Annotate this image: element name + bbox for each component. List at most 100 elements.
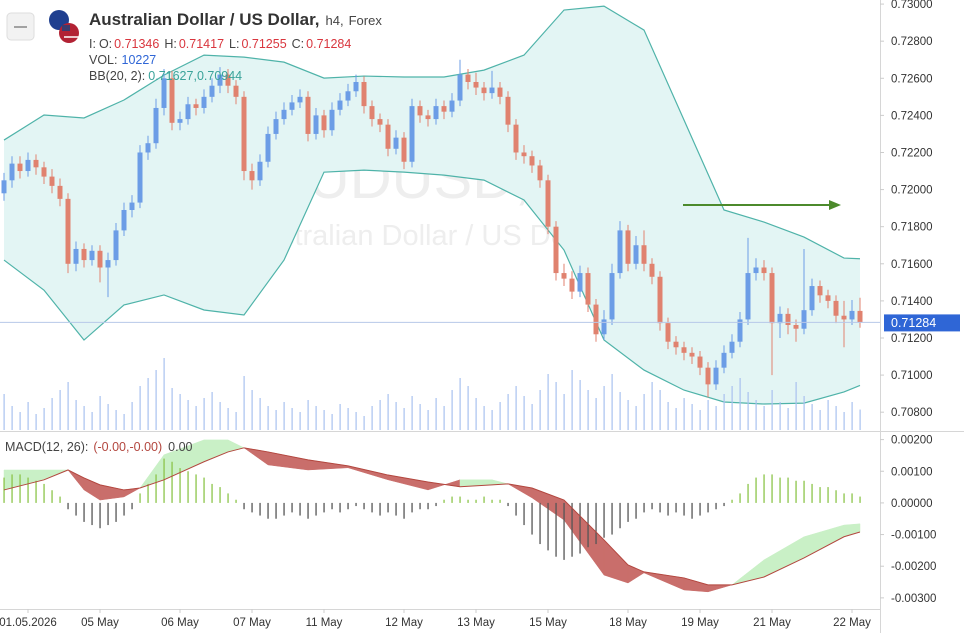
volume-bar — [115, 410, 117, 430]
volume-bar — [371, 406, 373, 430]
histogram-bar — [419, 502, 421, 510]
histogram-bar — [779, 477, 781, 503]
histogram-bar — [235, 499, 237, 503]
candle-body — [481, 87, 487, 94]
volume-bar — [395, 402, 397, 430]
volume-bar — [107, 404, 109, 430]
volume-readout: VOL: 10227 — [89, 53, 156, 67]
candle-body — [153, 107, 159, 144]
bb-readout: BB(20, 2): 0.71627,0.70944 — [89, 69, 242, 83]
volume-bar — [195, 406, 197, 430]
candle-body — [473, 81, 479, 88]
volume-bar — [651, 382, 653, 430]
histogram-bar — [587, 502, 589, 548]
volume-bar — [459, 378, 461, 430]
volume-bar — [83, 406, 85, 430]
bollinger-upper — [3, 5, 861, 260]
histogram-bar — [483, 496, 485, 503]
volume-bar — [363, 416, 365, 430]
candle-body — [457, 74, 463, 101]
histogram-bar — [227, 493, 229, 503]
y-tick-label: 0.71400 — [891, 296, 933, 308]
candle-body — [657, 276, 663, 324]
candle-body — [665, 323, 671, 342]
candle-body — [257, 161, 263, 181]
histogram-bar — [443, 499, 445, 503]
histogram-bar — [659, 502, 661, 513]
candle-body — [537, 165, 543, 181]
x-tick-label: 22 May — [833, 617, 871, 629]
histogram-bar — [411, 502, 413, 513]
candle-body — [737, 319, 743, 342]
volume-bar — [163, 358, 165, 430]
volume-bar — [403, 408, 405, 430]
candle-body — [361, 81, 367, 107]
macd-hist-value: 0.00 — [168, 440, 192, 454]
candle-body — [249, 171, 255, 181]
histogram-bar — [699, 502, 701, 516]
candle-body — [633, 245, 639, 264]
histogram-bar — [307, 502, 309, 519]
histogram-bar — [131, 502, 133, 510]
low-value: 0.71255 — [241, 37, 286, 51]
histogram-bar — [347, 502, 349, 510]
candle-body — [673, 341, 679, 348]
volume-bar — [387, 394, 389, 430]
bb-upper-value: 0.71627 — [148, 69, 193, 83]
histogram-bar — [827, 487, 829, 503]
histogram-bar — [67, 502, 69, 510]
x-tick-label: 07 May — [233, 617, 271, 629]
volume-bar — [635, 406, 637, 430]
histogram-bar — [723, 502, 725, 507]
candle-body — [593, 304, 599, 335]
histogram-bar — [115, 502, 117, 522]
histogram-bar — [763, 474, 765, 503]
candle-body — [297, 96, 303, 103]
histogram-bar — [675, 502, 677, 513]
volume-bar — [747, 392, 749, 430]
candle-body — [97, 250, 103, 268]
y-tick-label: 0.72400 — [891, 110, 933, 122]
candle-body — [433, 106, 439, 120]
volume-bar — [859, 409, 861, 430]
volume-bar — [827, 400, 829, 430]
volume-bar — [315, 406, 317, 430]
volume-bar — [259, 398, 261, 430]
candle-body — [273, 119, 279, 134]
volume-bar — [235, 412, 237, 430]
histogram-bar — [387, 502, 389, 513]
histogram-bar — [803, 480, 805, 503]
prefix: I: — [89, 37, 96, 51]
volume-bar — [283, 402, 285, 430]
volume-bar — [611, 374, 613, 430]
histogram-bar — [123, 502, 125, 516]
volume-bar — [851, 402, 853, 430]
volume-bar — [155, 370, 157, 430]
volume-bar — [331, 414, 333, 430]
bollinger-fill — [4, 6, 860, 405]
volume-bar — [99, 396, 101, 430]
histogram-bar — [579, 502, 581, 554]
histogram-bar — [515, 502, 517, 516]
volume-bar — [203, 398, 205, 430]
candle-body — [777, 313, 783, 324]
histogram-bar — [179, 468, 181, 503]
histogram-bar — [603, 502, 605, 538]
histogram-bar — [379, 502, 381, 516]
price-label-box — [884, 314, 960, 332]
candle-body — [193, 104, 199, 108]
histogram-bar — [539, 502, 541, 545]
volume-bar — [139, 386, 141, 430]
histogram-bar — [3, 477, 5, 503]
volume-bar — [547, 374, 549, 430]
flag-us-canton — [62, 25, 70, 31]
histogram-bar — [739, 493, 741, 503]
histogram-bar — [291, 502, 293, 513]
candle-body — [585, 273, 591, 305]
histogram-bar — [459, 496, 461, 503]
candle-body — [609, 273, 615, 320]
macd-readout: MACD(12, 26): (-0.00,-0.00) 0.00 — [5, 440, 193, 454]
x-tick-label: 06 May — [161, 617, 199, 629]
volume-bar — [483, 406, 485, 430]
histogram-bar — [331, 502, 333, 510]
